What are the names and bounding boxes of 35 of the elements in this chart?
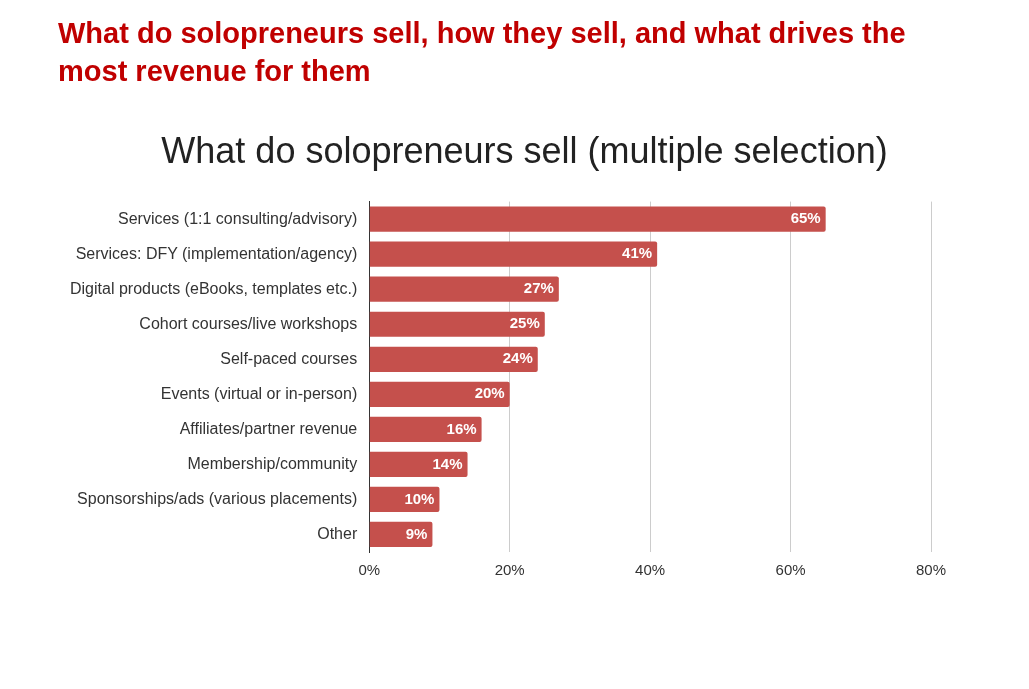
bar (369, 241, 658, 267)
bar (369, 381, 510, 407)
data-label: 24% (502, 349, 533, 367)
y-tick-label: Services (1:1 consulting/advisory) (118, 209, 358, 227)
y-tick-label: Services: DFY (implementation/agency) (75, 244, 358, 262)
data-label: 27% (523, 279, 554, 297)
y-tick-label: Membership/community (187, 454, 358, 472)
bar (369, 206, 826, 232)
x-tick-label: 0% (358, 561, 381, 579)
data-label: 20% (474, 384, 505, 402)
x-tick-label: 80% (915, 561, 947, 579)
bar (369, 451, 468, 478)
chart-title: What do solopreneurs sell, how they sell, and what drives the most revenue for them (57, 16, 907, 89)
bar (369, 346, 538, 372)
bar (369, 311, 545, 337)
y-tick-label: Cohort courses/live workshops (139, 314, 358, 332)
data-label: 10% (404, 489, 435, 507)
bar (369, 276, 559, 302)
x-tick-label: 60% (775, 561, 806, 579)
y-tick-label: Other (317, 524, 358, 542)
data-label: 9% (405, 524, 428, 542)
y-tick-label: Sponsorships/ads (various placements) (77, 489, 358, 507)
data-label: 65% (790, 209, 821, 227)
data-label: 41% (622, 244, 653, 262)
data-label: 25% (509, 314, 540, 332)
data-label: 16% (446, 419, 477, 437)
y-tick-label: Events (virtual or in-person) (160, 384, 358, 402)
data-label: 14% (432, 454, 463, 472)
y-tick-label: Digital products (eBooks, templates etc.) (70, 279, 358, 297)
y-tick-label: Self-paced courses (220, 349, 358, 367)
x-tick-label: 40% (635, 561, 666, 579)
x-tick-label: 20% (494, 561, 525, 579)
chart-subtitle: What do solopreneurs sell (multiple selection) (160, 130, 889, 172)
y-tick-label: Affiliates/partner revenue (179, 419, 358, 437)
bar (369, 416, 482, 442)
